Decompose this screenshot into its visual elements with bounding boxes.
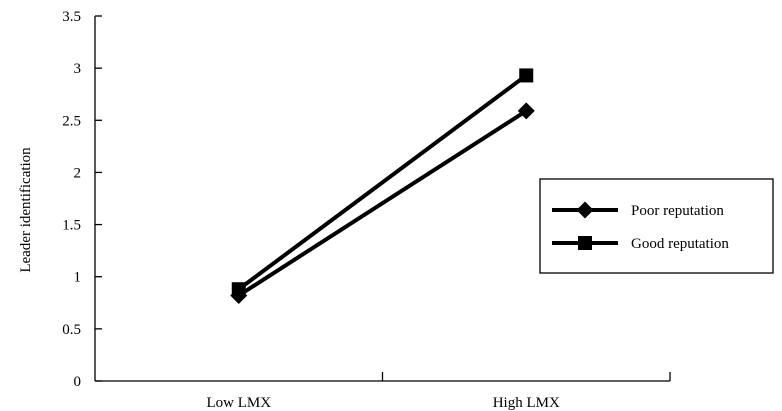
y-tick-label: 2.5 bbox=[62, 113, 81, 129]
series-0 bbox=[230, 102, 535, 304]
legend-marker-square bbox=[578, 236, 592, 250]
legend-label: Good reputation bbox=[631, 236, 729, 252]
series-layer bbox=[230, 68, 535, 304]
y-tick-label: 3 bbox=[74, 61, 82, 77]
x-axis: Low LMX High LMX bbox=[95, 372, 670, 411]
y-tick-label: 3.5 bbox=[62, 9, 81, 25]
y-tick-label: 1.5 bbox=[62, 218, 81, 234]
series-line bbox=[239, 111, 527, 296]
legend-label: Poor reputation bbox=[631, 203, 724, 219]
legend: Poor reputation Good reputation bbox=[540, 179, 773, 273]
y-tick-label: 2 bbox=[74, 165, 82, 181]
y-axis: 0 0.5 1 1.5 2 2.5 3 3.5 bbox=[62, 9, 102, 390]
x-tick-label: Low LMX bbox=[206, 395, 271, 411]
series-line bbox=[239, 75, 527, 289]
series-1 bbox=[232, 68, 534, 296]
y-tick-label: 0.5 bbox=[62, 322, 81, 338]
data-point-square bbox=[232, 282, 246, 296]
y-axis-label: Leader identification bbox=[18, 147, 34, 273]
y-tick-label: 0 bbox=[74, 374, 82, 390]
y-tick-label: 1 bbox=[74, 270, 82, 286]
legend-box bbox=[540, 179, 773, 273]
x-tick-label: High LMX bbox=[493, 395, 560, 411]
data-point-square bbox=[519, 68, 533, 82]
legend-item: Good reputation bbox=[552, 236, 729, 252]
